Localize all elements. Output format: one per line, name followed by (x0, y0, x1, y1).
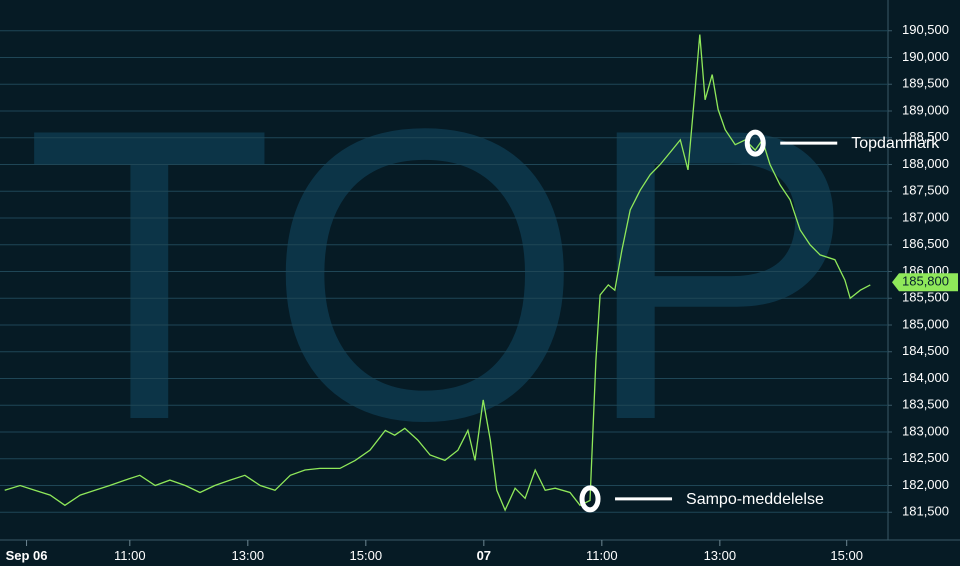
y-tick-label: 190,000 (902, 49, 949, 64)
y-tick-label: 188,500 (902, 129, 949, 144)
y-tick-label: 182,500 (902, 450, 949, 465)
y-tick-label: 181,500 (902, 504, 949, 519)
x-tick-label: 07 (477, 548, 491, 563)
y-tick-label: 184,500 (902, 343, 949, 358)
annotation-text: Topdanmark (851, 135, 940, 152)
y-tick-label: 187,000 (902, 209, 949, 224)
y-tick-label: 186,500 (902, 236, 949, 251)
x-tick-label: 15:00 (350, 548, 383, 563)
y-tick-label: 182,000 (902, 477, 949, 492)
y-tick-label: 188,000 (902, 156, 949, 171)
y-tick-label: 185,000 (902, 316, 949, 331)
x-tick-label: 13:00 (232, 548, 265, 563)
x-tick-label: Sep 06 (6, 548, 48, 563)
annotation-text: Sampo-meddelelse (686, 491, 824, 508)
x-tick-label: 11:00 (586, 548, 618, 563)
annotation-marker (744, 129, 766, 157)
x-tick-label: 13:00 (704, 548, 737, 563)
y-tick-label: 185,500 (902, 290, 949, 305)
y-tick-label: 189,500 (902, 76, 949, 91)
x-tick-label: 15:00 (830, 548, 863, 563)
last-price-tag (892, 273, 958, 292)
annotation-marker (579, 485, 601, 513)
x-tick-label: 11:00 (114, 548, 146, 563)
y-tick-label: 184,000 (902, 370, 949, 385)
y-tick-label: 183,000 (902, 423, 949, 438)
y-tick-label: 190,500 (902, 22, 949, 37)
y-tick-label: 187,500 (902, 183, 949, 198)
y-tick-label: 189,000 (902, 102, 949, 117)
watermark: TOP (25, 42, 855, 506)
y-tick-label: 183,500 (902, 397, 949, 412)
last-price-label: 185,800 (902, 274, 949, 289)
